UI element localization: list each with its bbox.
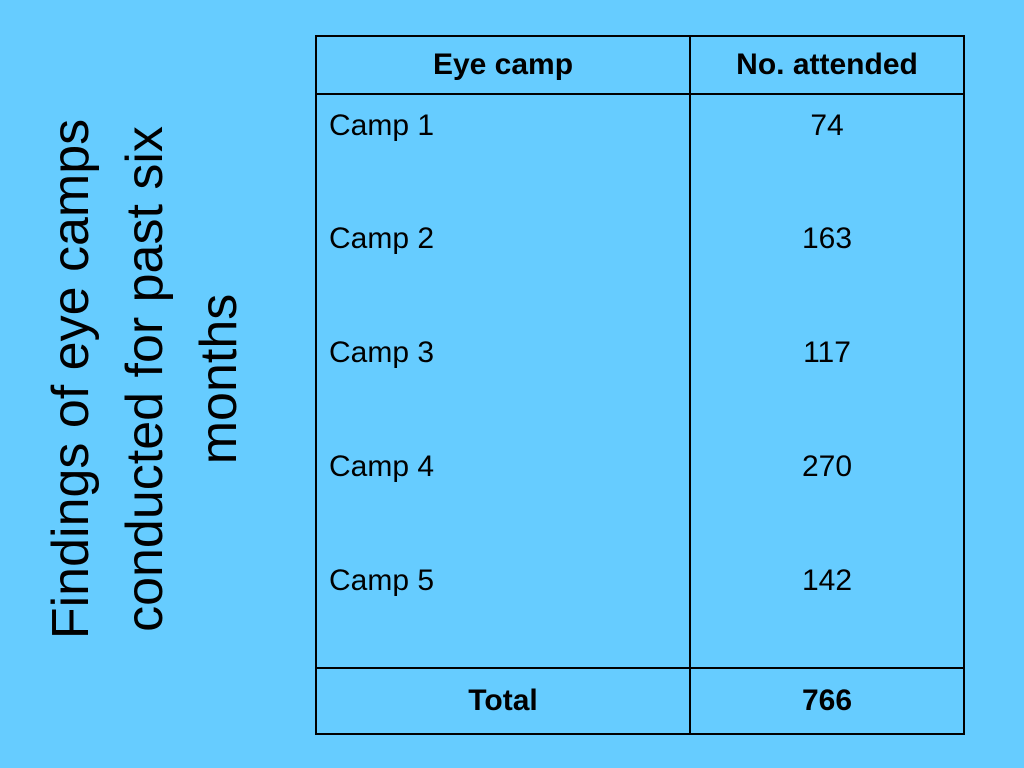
header-cell: Eye camp <box>315 35 691 95</box>
header-cell: No. attended <box>689 35 965 95</box>
total-label: Total <box>315 667 691 735</box>
header-row: Eye camp No. attended <box>315 35 965 95</box>
table-row: Camp 2 163 <box>315 208 965 322</box>
attended-count: 74 <box>689 94 965 208</box>
camp-name: Camp 5 <box>315 550 691 668</box>
title-line: Findings of eye camps <box>42 118 100 640</box>
title-line: conducted for past six <box>116 126 174 632</box>
camp-name: Camp 4 <box>315 436 691 550</box>
total-row: Total 766 <box>315 667 965 735</box>
camp-name: Camp 2 <box>315 208 691 322</box>
camp-name: Camp 3 <box>315 322 691 436</box>
table-row: Camp 5 142 <box>315 550 965 668</box>
attendance-table: Eye camp No. attended Camp 1 74 Camp 2 163 C… <box>315 35 965 735</box>
title-line: months <box>190 293 248 465</box>
attended-count: 142 <box>689 550 965 668</box>
attended-count: 270 <box>689 436 965 550</box>
table-row: Camp 1 74 <box>315 94 965 208</box>
table-row: Camp 4 270 <box>315 436 965 550</box>
slide-title: Findings of eye camps conducted for past… <box>34 59 256 699</box>
attended-count: 117 <box>689 322 965 436</box>
camp-name: Camp 1 <box>315 94 691 208</box>
table-body: Camp 1 74 Camp 2 163 Camp 3 117 Camp 4 270 Camp … <box>315 94 965 735</box>
total-count: 766 <box>689 667 965 735</box>
table-row: Camp 3 117 <box>315 322 965 436</box>
attended-count: 163 <box>689 208 965 322</box>
